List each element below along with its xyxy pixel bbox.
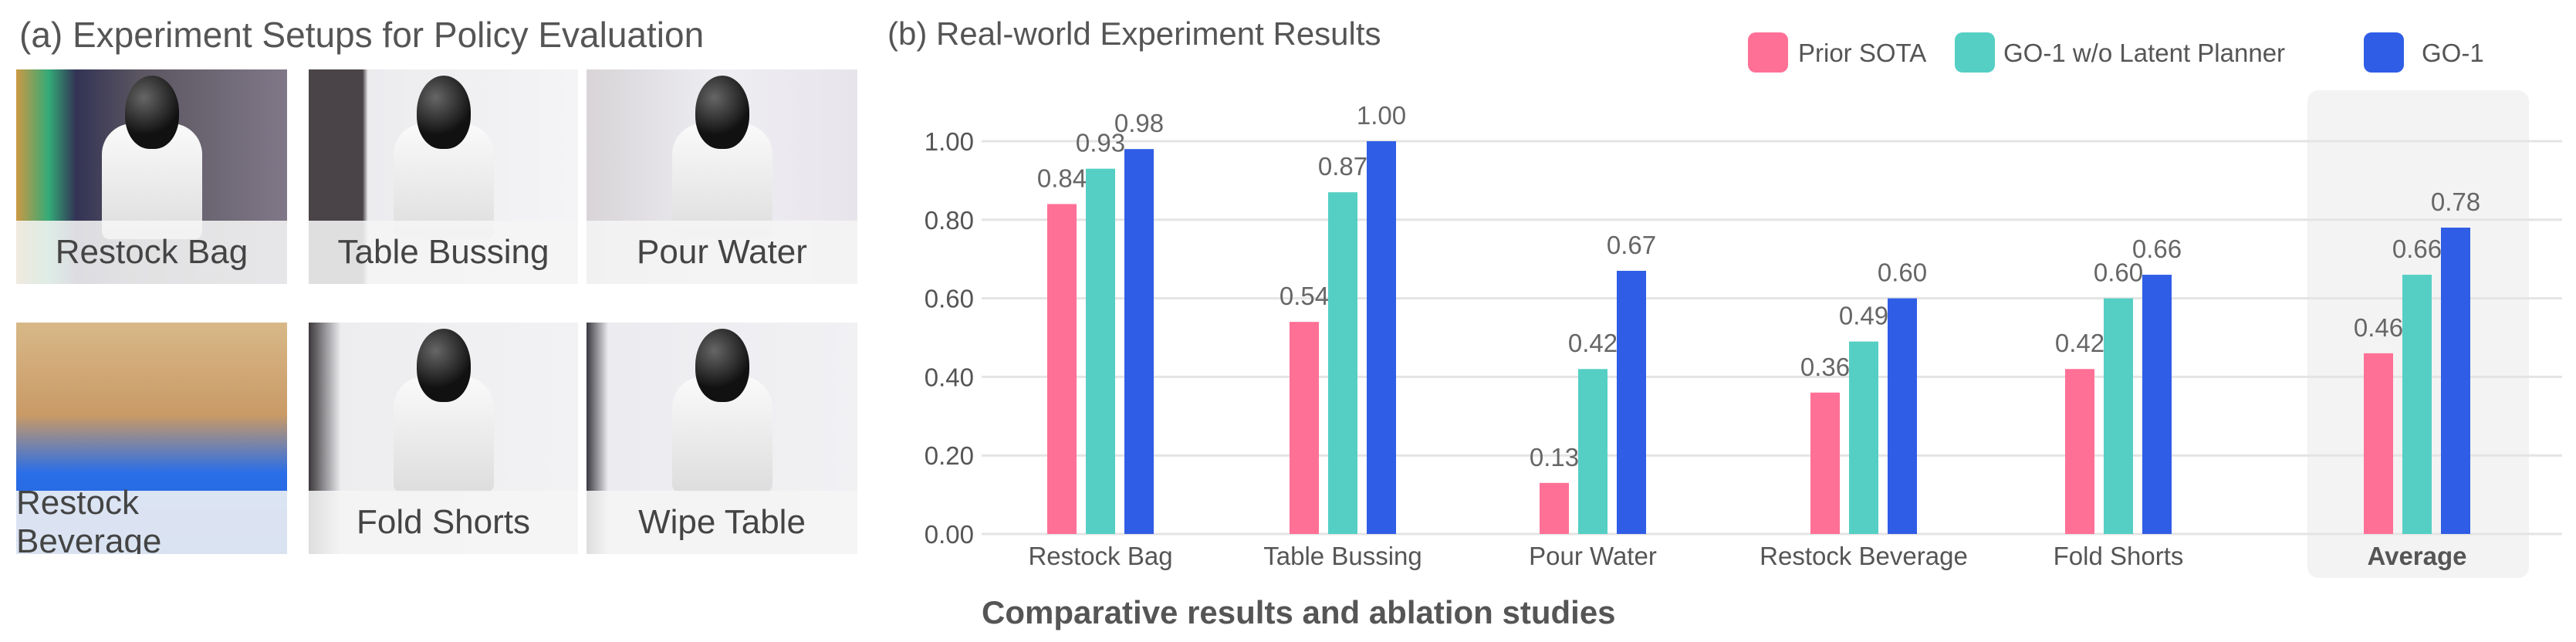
legend-swatch (1955, 32, 1995, 73)
bar (1578, 369, 1607, 534)
y-tick-label: 0.00 (925, 520, 974, 549)
bar (1290, 322, 1319, 534)
data-label: 0.49 (1839, 302, 1888, 330)
legend-swatch (1748, 32, 1788, 73)
bar (1540, 482, 1569, 534)
y-tick-label: 0.40 (925, 363, 974, 391)
data-label: 0.42 (1568, 329, 1618, 357)
data-label: 0.67 (1607, 231, 1656, 259)
bar (1617, 270, 1646, 534)
data-label: 0.93 (1076, 129, 1125, 157)
experiment-photo: Pour Water (587, 69, 857, 284)
legend-label: GO-1 (2422, 39, 2484, 67)
photo-caption: Wipe Table (587, 491, 857, 554)
bar (2402, 275, 2432, 534)
photo-caption: Restock Beverage (16, 484, 287, 554)
x-tick-label: Fold Shorts (2054, 542, 2184, 570)
data-label: 0.98 (1114, 109, 1164, 137)
bar (1328, 192, 1357, 535)
bar (1047, 204, 1077, 534)
y-tick-label: 0.20 (925, 441, 974, 470)
photo-caption: Table Bussing (309, 221, 578, 284)
panel-a-title: (a) Experiment Setups for Policy Evaluat… (19, 15, 705, 55)
data-label: 0.66 (2132, 235, 2182, 263)
data-label: 0.60 (2094, 258, 2143, 287)
y-tick-label: 0.60 (925, 285, 974, 313)
x-tick-label: Average (2367, 542, 2466, 570)
robot-head (124, 76, 179, 149)
bar (1810, 392, 1840, 534)
bar (1849, 341, 1878, 534)
data-label: 0.66 (2392, 235, 2442, 263)
data-label: 0.84 (1037, 164, 1087, 192)
x-tick-label: Restock Beverage (1760, 542, 1968, 570)
bar (2065, 369, 2094, 534)
robot-head (416, 329, 471, 402)
bar (2364, 353, 2393, 534)
legend-label: GO-1 w/o Latent Planner (2003, 39, 2285, 67)
legend-label: Prior SOTA (1798, 39, 1926, 67)
data-label: 0.54 (1280, 282, 1329, 310)
bar (1124, 149, 1154, 534)
data-label: 0.78 (2431, 188, 2480, 216)
x-tick-label: Restock Bag (1028, 542, 1172, 570)
robot-head (695, 329, 749, 402)
y-tick-label: 0.80 (925, 206, 974, 235)
data-label: 0.60 (1878, 258, 1927, 287)
data-label: 0.87 (1318, 152, 1367, 181)
bar (1888, 298, 1917, 534)
experiment-photo: Restock Bag (16, 69, 287, 284)
data-label: 0.46 (2354, 313, 2403, 342)
y-tick-label: 1.00 (925, 127, 974, 156)
bar (1086, 168, 1115, 534)
robot-head (695, 76, 749, 149)
x-tick-label: Pour Water (1529, 542, 1657, 570)
bar (1367, 141, 1396, 534)
experiment-photo: Wipe Table (587, 323, 857, 554)
figure-caption: Comparative results and ablation studies (982, 594, 1616, 630)
data-label: 0.42 (2055, 329, 2104, 357)
experiment-photo: Fold Shorts (309, 323, 578, 554)
bar (2104, 298, 2133, 534)
bar (2441, 227, 2470, 534)
legend-swatch (2364, 32, 2404, 73)
data-label: 0.13 (1530, 443, 1579, 471)
data-label: 1.00 (1357, 101, 1406, 130)
data-label: 0.36 (1800, 353, 1850, 381)
photo-caption: Restock Bag (16, 221, 287, 284)
x-tick-label: Table Bussing (1263, 542, 1422, 570)
photo-caption: Fold Shorts (309, 491, 578, 554)
experiment-photo: Table Bussing (309, 69, 578, 284)
bar (2142, 275, 2172, 534)
photo-caption: Pour Water (587, 221, 857, 284)
robot-head (416, 76, 471, 149)
chart-title: (b) Real-world Experiment Results (887, 15, 1381, 52)
experiment-photo: Restock Beverage (16, 323, 287, 554)
